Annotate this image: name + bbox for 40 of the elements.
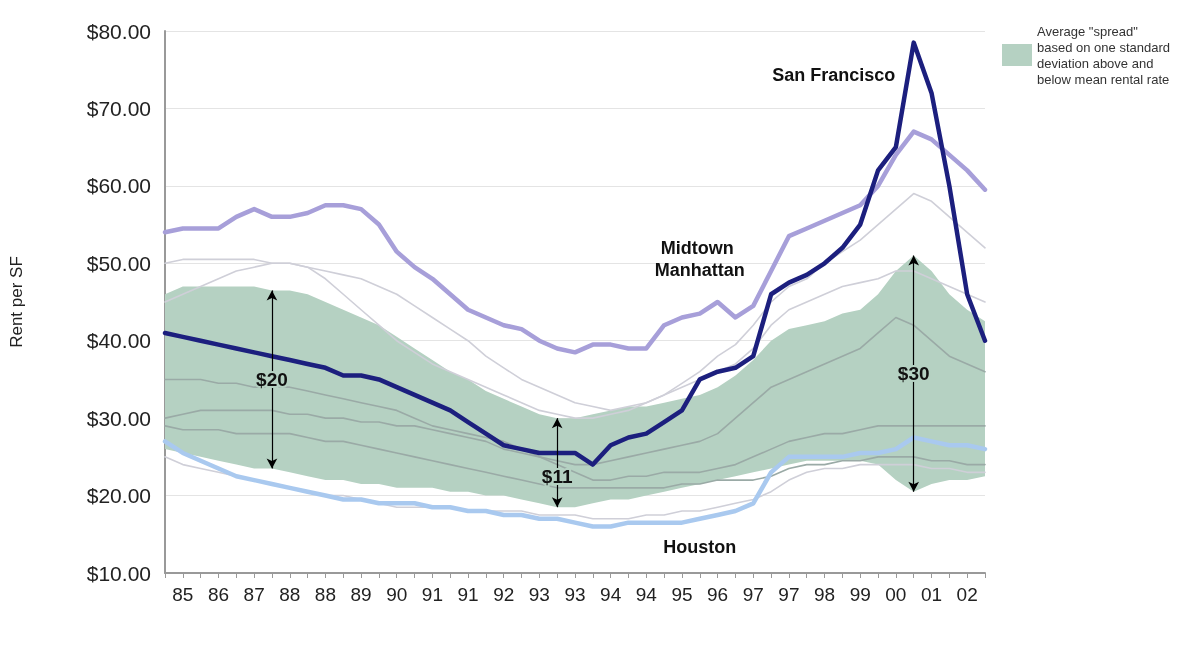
x-tick-label: 96 xyxy=(707,584,729,605)
series-label: San Francisco xyxy=(772,64,896,85)
x-tick-label: 92 xyxy=(493,584,515,605)
x-tick-label: 97 xyxy=(742,584,764,605)
x-tick-label: 97 xyxy=(778,584,800,605)
line-series xyxy=(164,425,986,489)
x-tick-label: 01 xyxy=(920,584,943,605)
legend-label: Average "spread" based on one standard deviation above and below mean rental rate xyxy=(1037,23,1174,87)
x-tick-label: 98 xyxy=(813,584,836,605)
x-tick-label: 88 xyxy=(279,584,301,605)
x-tick-label: 02 xyxy=(956,584,978,605)
x-tick-label: 95 xyxy=(671,584,693,605)
x-tick-label: 85 xyxy=(172,584,194,605)
x-tick-label: 94 xyxy=(635,584,658,605)
series-label: Houston xyxy=(663,536,737,557)
x-tick-label: 94 xyxy=(600,584,622,605)
y-tick-label: $30.00 xyxy=(86,406,151,430)
y-tick-label: $70.00 xyxy=(86,96,151,120)
x-tick-label: 00 xyxy=(885,584,907,605)
y-tick-label: $60.00 xyxy=(86,174,151,198)
y-tick-label: $10.00 xyxy=(86,561,151,585)
y-axis-title: Rent per SF xyxy=(7,256,26,348)
x-tick-label: 91 xyxy=(421,584,443,605)
x-tick-label: 87 xyxy=(243,584,265,605)
x-tick-label: 91 xyxy=(457,584,479,605)
line-series xyxy=(162,129,988,355)
x-tick-label: 88 xyxy=(314,584,337,605)
y-tick-label: $20.00 xyxy=(86,484,151,508)
x-tick-label: 93 xyxy=(564,584,586,605)
y-tick-label: $40.00 xyxy=(86,329,151,353)
line-series xyxy=(162,435,988,529)
y-tick-label: $50.00 xyxy=(86,251,151,275)
series-label: Midtown Manhattan xyxy=(654,237,745,280)
x-tick-label: 86 xyxy=(207,584,230,605)
x-tick-label: 93 xyxy=(528,584,550,605)
x-tick-label: 99 xyxy=(849,584,871,605)
y-tick-label: $80.00 xyxy=(86,19,151,43)
line-series xyxy=(162,40,988,467)
x-tick-label: 89 xyxy=(350,584,372,605)
x-tick-label: 90 xyxy=(386,584,408,605)
